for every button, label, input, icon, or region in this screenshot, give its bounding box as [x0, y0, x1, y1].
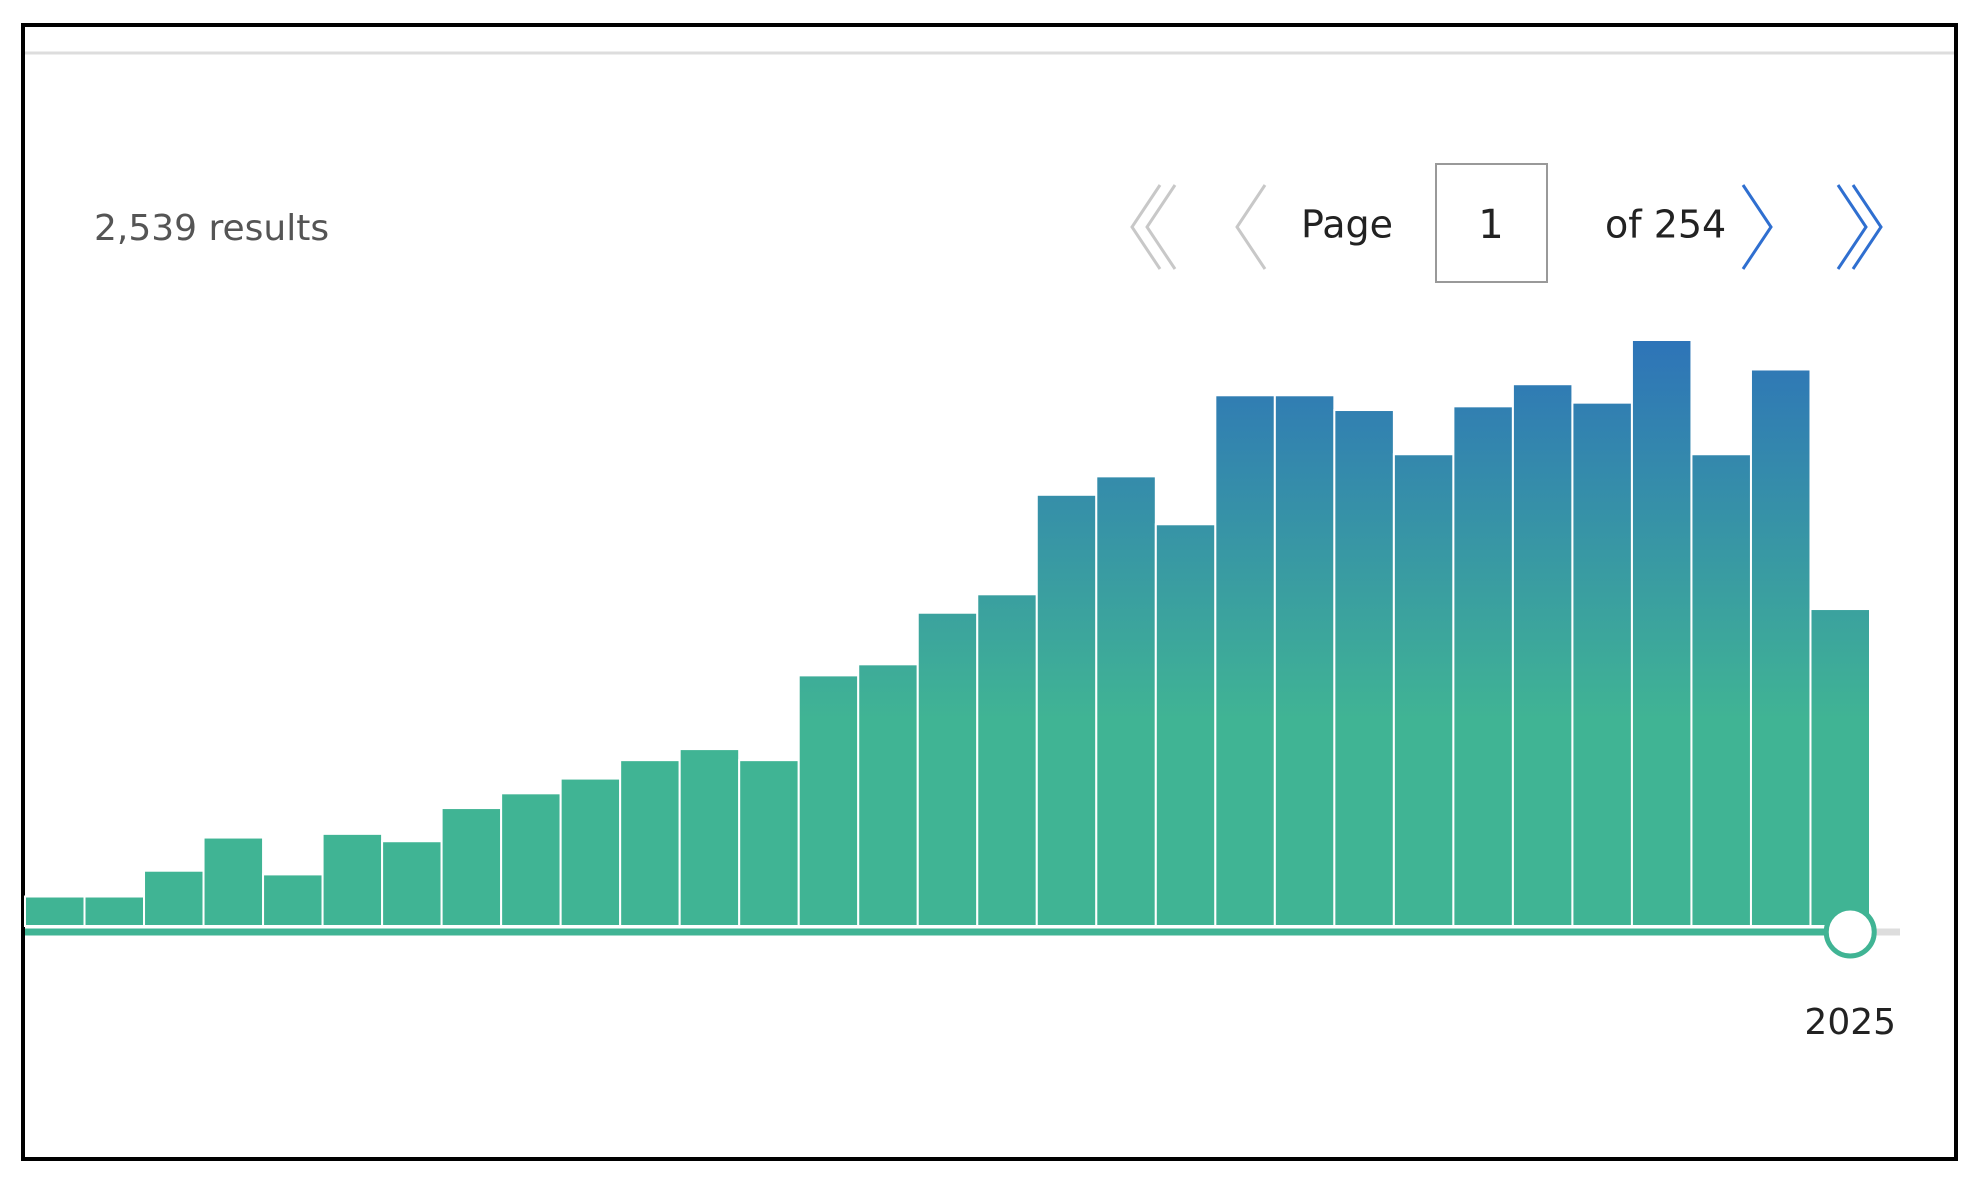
- page-total: of 254: [1605, 203, 1726, 247]
- bar: [559, 777, 622, 927]
- bar: [202, 836, 265, 928]
- bar: [857, 663, 919, 927]
- bar: [1333, 409, 1395, 927]
- page-input[interactable]: [1435, 163, 1548, 283]
- bar: [440, 807, 503, 927]
- bar: [976, 593, 1038, 927]
- bar: [1749, 368, 1812, 928]
- bar: [83, 895, 146, 928]
- bar: [1690, 453, 1752, 927]
- bar: [797, 674, 860, 928]
- histogram: [24, 339, 1872, 928]
- bar: [1452, 405, 1514, 928]
- bar: [381, 840, 443, 928]
- bar: [1095, 475, 1157, 927]
- last-page[interactable]: [1836, 184, 1883, 270]
- next-page[interactable]: [1741, 184, 1773, 270]
- bar: [1630, 339, 1693, 927]
- bar: [738, 759, 800, 927]
- bar: [1392, 453, 1455, 927]
- bar: [678, 748, 741, 928]
- bar: [1809, 608, 1872, 927]
- bar: [1511, 383, 1574, 927]
- page-label: Page: [1301, 203, 1393, 247]
- bar: [1273, 394, 1336, 927]
- bar: [1035, 493, 1098, 927]
- results-count: 2,539 results: [94, 208, 329, 249]
- bar: [321, 832, 384, 927]
- bar: [500, 792, 562, 927]
- bar: [1154, 523, 1217, 927]
- slider-handle[interactable]: [1823, 905, 1877, 959]
- bar: [262, 873, 324, 928]
- bar: [1571, 401, 1633, 927]
- bar: [916, 611, 979, 927]
- bar: [619, 759, 681, 927]
- bar: [24, 895, 86, 928]
- first-page[interactable]: [1130, 184, 1177, 270]
- bar: [143, 869, 205, 927]
- prev-page[interactable]: [1235, 184, 1267, 270]
- page-input-value[interactable]: 1: [1478, 202, 1503, 248]
- x-tick-label: 2025: [1804, 1002, 1896, 1043]
- bar: [1214, 394, 1276, 927]
